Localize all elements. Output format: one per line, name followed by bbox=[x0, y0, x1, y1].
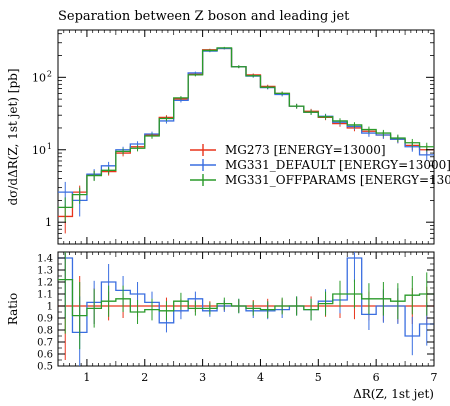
chart-title: Separation between Z boson and leading j… bbox=[58, 9, 350, 24]
ratio-y-tick-label: 0.8 bbox=[37, 326, 53, 337]
ratio-y-axis-label: Ratio bbox=[6, 293, 20, 325]
legend-label: MG273 [ENERGY=13000] bbox=[225, 143, 386, 157]
y-tick-label: 10 bbox=[32, 71, 46, 84]
ratio-line-1 bbox=[58, 257, 434, 337]
y-tick-exponent: 1 bbox=[47, 142, 52, 151]
legend-label: MG331_DEFAULT [ENERGY=13000] bbox=[225, 158, 450, 172]
main-plot-frame bbox=[57, 29, 435, 245]
y-tick-exponent: 2 bbox=[47, 69, 52, 78]
x-tick-label: 1 bbox=[83, 371, 90, 384]
ratio-y-tick-label: 0.7 bbox=[37, 338, 53, 349]
y-tick-label: 1 bbox=[45, 216, 52, 229]
x-tick-label: 6 bbox=[373, 371, 380, 384]
legend: MG273 [ENERGY=13000]MG331_DEFAULT [ENERG… bbox=[190, 143, 450, 187]
ratio-y-tick-label: 1.4 bbox=[37, 254, 53, 265]
ratio-y-tick-label: 1.3 bbox=[37, 266, 53, 277]
ratio-y-tick-label: 1 bbox=[47, 302, 53, 313]
ratio-y-tick-label: 0.5 bbox=[37, 362, 53, 373]
ratio-y-tick-label: 0.6 bbox=[37, 350, 53, 361]
legend-label: MG331_OFFPARAMS [ENERGY=13000] bbox=[225, 173, 450, 187]
main-y-axis-label: dσ/dΔR(Z, 1st jet) [pb] bbox=[6, 68, 20, 205]
x-axis-label: ΔR(Z, 1st jet) bbox=[353, 387, 434, 401]
y-tick-label: 10 bbox=[32, 144, 46, 157]
x-tick-label: 4 bbox=[257, 371, 264, 384]
x-tick-label: 2 bbox=[141, 371, 148, 384]
ratio-y-tick-label: 1.2 bbox=[37, 278, 53, 289]
ratio-y-tick-label: 1.1 bbox=[37, 290, 53, 301]
ratio-plot-frame bbox=[57, 251, 435, 367]
x-tick-label: 3 bbox=[199, 371, 206, 384]
x-tick-label: 7 bbox=[431, 371, 438, 384]
ratio-y-tick-label: 0.9 bbox=[37, 314, 53, 325]
x-tick-label: 5 bbox=[315, 371, 322, 384]
